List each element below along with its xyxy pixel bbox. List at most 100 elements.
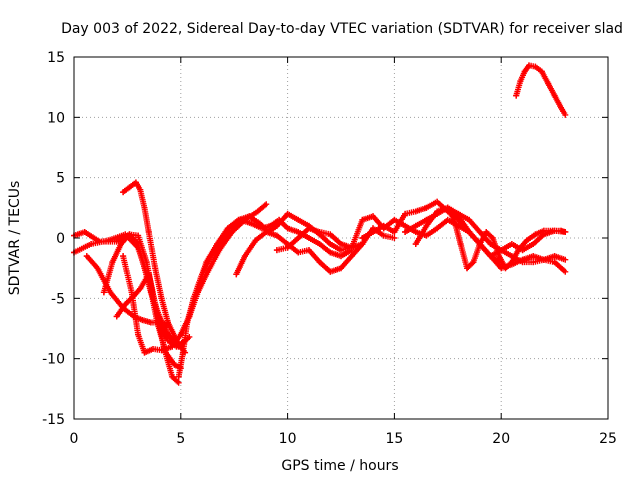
data-point <box>338 253 344 260</box>
data-point <box>523 237 530 244</box>
data-point <box>348 244 355 251</box>
data-point <box>496 253 503 260</box>
data-point <box>94 265 101 272</box>
data-point <box>521 68 528 75</box>
data-point <box>525 62 532 69</box>
x-tick-label: 15 <box>385 431 403 447</box>
data-point <box>434 208 441 215</box>
data-point <box>184 319 191 326</box>
data-point <box>117 241 124 248</box>
data-point <box>169 343 176 350</box>
data-point <box>412 208 419 215</box>
data-point <box>359 216 366 223</box>
data-point <box>273 232 280 239</box>
data-point <box>316 228 323 235</box>
data-point <box>423 222 430 229</box>
series-track-10 <box>233 225 398 278</box>
data-point <box>327 241 334 248</box>
data-point <box>530 241 537 248</box>
data-point <box>305 235 312 241</box>
data-point <box>316 259 323 266</box>
data-point <box>519 259 526 266</box>
data-point <box>402 222 409 229</box>
data-point <box>348 253 355 260</box>
data-point <box>150 346 157 353</box>
data-point <box>147 319 154 326</box>
data-point <box>158 325 165 332</box>
data-point <box>158 295 165 302</box>
data-point <box>305 225 312 232</box>
data-point <box>434 198 441 205</box>
data-point <box>194 283 201 290</box>
data-point <box>254 208 261 215</box>
data-point <box>252 237 259 244</box>
data-point <box>538 68 545 75</box>
data-point <box>470 259 477 266</box>
data-point <box>464 265 471 272</box>
data-point <box>549 227 556 234</box>
y-axis-label: SDTVAR / TECUs <box>7 181 23 296</box>
data-point <box>466 228 473 235</box>
data-point <box>263 228 270 235</box>
data-point <box>455 213 462 220</box>
data-point <box>545 80 552 87</box>
data-point <box>517 78 524 85</box>
x-axis-label: GPS time / hours <box>281 458 398 474</box>
data-point <box>145 228 152 235</box>
data-point <box>540 256 547 263</box>
data-point <box>370 213 377 220</box>
data-point <box>502 265 509 272</box>
data-point <box>451 216 458 223</box>
data-point <box>327 231 334 238</box>
data-point <box>513 92 520 99</box>
x-tick-label: 25 <box>599 431 617 447</box>
data-point <box>132 179 139 186</box>
data-point <box>179 349 186 356</box>
y-tick-label: -5 <box>51 291 65 307</box>
data-point <box>164 337 171 344</box>
data-point <box>457 241 464 248</box>
data-point <box>359 235 366 241</box>
data-point <box>295 249 302 256</box>
y-axis: -15 -10 -5 0 5 10 15 <box>42 50 608 428</box>
data-point <box>434 225 441 232</box>
data-point <box>338 241 344 248</box>
data-point <box>551 259 558 266</box>
data-point <box>391 216 398 223</box>
data-point <box>152 265 159 272</box>
data-point <box>186 313 193 320</box>
data-point <box>295 228 302 235</box>
data-point <box>487 253 494 260</box>
data-point <box>359 241 366 248</box>
series-track-7 <box>120 179 189 356</box>
data-point <box>126 231 133 238</box>
data-point <box>540 227 547 234</box>
data-point <box>508 259 515 266</box>
series-track-16 <box>513 62 569 118</box>
data-point <box>126 184 133 191</box>
data-point <box>141 349 148 356</box>
data-point <box>558 104 565 111</box>
data-point <box>466 216 473 223</box>
series-track-11 <box>273 213 505 266</box>
data-point <box>489 235 496 241</box>
data-point <box>338 265 344 272</box>
data-point <box>241 253 248 260</box>
data-point <box>338 247 344 254</box>
x-tick-label: 0 <box>70 431 79 447</box>
data-point <box>476 241 483 248</box>
data-point <box>113 313 120 320</box>
chart-title: Day 003 of 2022, Sidereal Day-to-day VTE… <box>61 21 623 37</box>
y-tick-label: 15 <box>47 50 65 66</box>
data-point <box>81 228 88 235</box>
data-point <box>551 92 558 99</box>
data-point <box>235 216 242 223</box>
data-point <box>391 235 398 241</box>
y-tick-label: 0 <box>56 231 65 247</box>
x-axis: 0 5 10 15 20 25 <box>70 57 617 447</box>
data-point <box>380 232 387 239</box>
data-point <box>562 228 569 235</box>
data-point <box>141 265 148 272</box>
data-point <box>164 319 171 326</box>
